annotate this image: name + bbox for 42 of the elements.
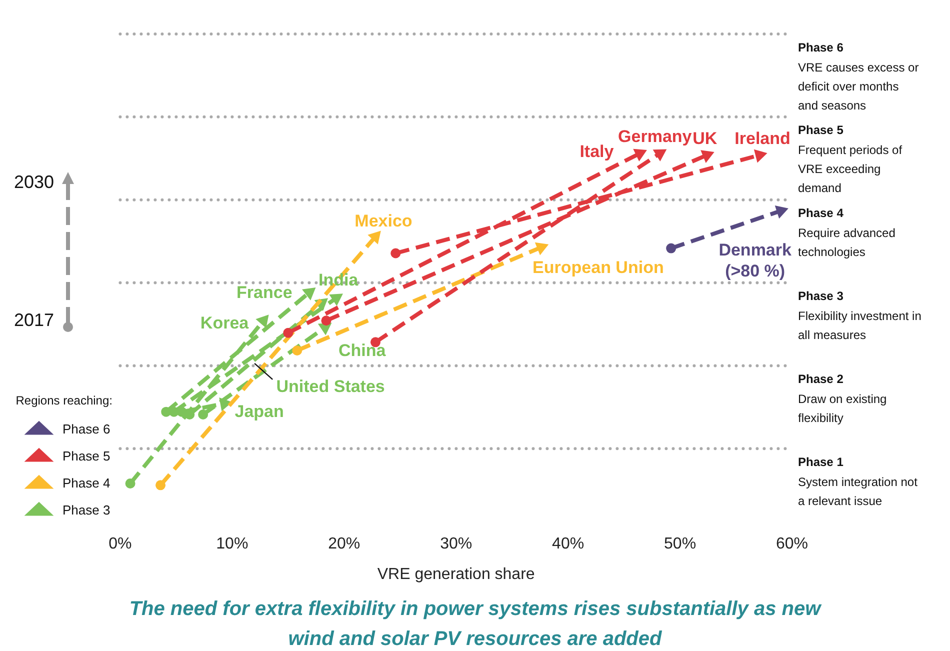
- legend-label: Phase 5: [62, 448, 110, 464]
- legend-title: Regions reaching:: [16, 394, 112, 408]
- point: [292, 345, 302, 356]
- annotation: European Union: [532, 258, 664, 277]
- point: [176, 406, 187, 417]
- x-tick-label: 10%: [216, 536, 248, 553]
- annotation: Germany: [618, 127, 692, 146]
- text: 2030: [14, 172, 54, 193]
- annotation: India: [318, 270, 359, 290]
- legend-label: Phase 4: [62, 476, 110, 491]
- text: Phase 6 VRE causes excess or deficit over months and seasons: [798, 40, 919, 112]
- x-axis-title: VRE generation share: [377, 566, 535, 583]
- legend-label: Phase 6: [62, 422, 110, 437]
- annotation: Italy: [580, 142, 614, 162]
- x-tick-label: 20%: [328, 536, 360, 553]
- x-tick-label: 0%: [108, 536, 132, 553]
- text: The need for extra flexibility in power systems rises substantially as new wind and solar PV resources are added: [128, 597, 822, 651]
- point: [125, 478, 136, 488]
- x-tick-label: 60%: [776, 536, 808, 553]
- x-tick-label: 50%: [664, 536, 696, 553]
- annotation: Japan: [234, 402, 284, 422]
- x-tick-label: 40%: [552, 536, 584, 553]
- annotation: Mexico: [354, 211, 412, 230]
- text: Phase 5 Frequent periods of VRE exceeding demand: [798, 123, 903, 196]
- annotation: United States: [276, 377, 385, 396]
- point: [256, 314, 269, 328]
- annotation: UK: [692, 128, 718, 148]
- point: [198, 410, 208, 420]
- text: Phase 2 Draw on existing flexibility: [798, 372, 887, 426]
- annotation: Denmark (>80 %): [718, 240, 792, 280]
- annotation: Korea: [200, 313, 250, 332]
- text: Phase 4 Require advanced technologies: [798, 206, 896, 260]
- legend-label: Phase 3: [62, 502, 110, 518]
- x-tick-label: 30%: [440, 536, 472, 553]
- text: Phase 3 Flexibility investment in all measures: [798, 289, 922, 342]
- text: 2017: [14, 310, 54, 331]
- annotation: Ireland: [734, 128, 790, 148]
- point: [156, 480, 166, 490]
- annotation: France: [236, 283, 292, 302]
- point: [368, 230, 381, 244]
- text: Phase 1 System integration not a relevant issue: [798, 454, 918, 508]
- annotation: China: [338, 340, 386, 360]
